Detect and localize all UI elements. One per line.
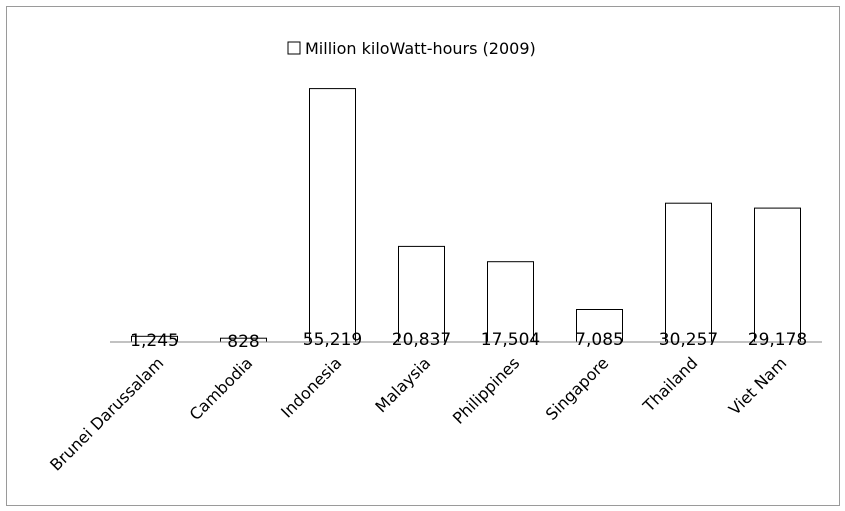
legend-label: Million kiloWatt-hours (2009) bbox=[305, 39, 536, 58]
category-label: Thailand bbox=[639, 353, 702, 416]
data-label: 1,245 bbox=[130, 331, 179, 351]
category-label: Viet Nam bbox=[725, 353, 790, 418]
category-label: Brunei Darussalam bbox=[46, 353, 167, 474]
chart-frame bbox=[6, 6, 840, 506]
bar-thailand bbox=[665, 202, 712, 343]
bar-viet-nam bbox=[754, 207, 801, 343]
bar-indonesia bbox=[309, 88, 356, 343]
data-label: 828 bbox=[227, 332, 259, 352]
bar-singapore bbox=[576, 309, 623, 343]
category-label: Singapore bbox=[542, 353, 613, 424]
data-label: 30,257 bbox=[659, 330, 718, 350]
legend-swatch bbox=[287, 41, 301, 55]
category-label: Philippines bbox=[449, 353, 523, 427]
data-label: 17,504 bbox=[481, 330, 540, 350]
data-label: 55,219 bbox=[303, 330, 362, 350]
category-labels: Brunei Darussalam Cambodia Indonesia Malays… bbox=[46, 353, 790, 474]
category-label: Indonesia bbox=[277, 353, 345, 421]
bars bbox=[131, 88, 801, 343]
category-label: Malaysia bbox=[371, 353, 434, 416]
bar-philippines bbox=[487, 261, 534, 343]
data-label: 29,178 bbox=[748, 330, 807, 350]
bar-malaysia bbox=[398, 245, 445, 343]
data-label: 20,837 bbox=[392, 330, 451, 350]
data-label: 7,085 bbox=[575, 330, 624, 350]
category-label: Cambodia bbox=[186, 353, 257, 424]
data-labels: 1,245 828 55,219 20,837 17,504 7,085 30,257 29,… bbox=[130, 330, 807, 352]
legend: Million kiloWatt-hours (2009) bbox=[287, 39, 536, 58]
